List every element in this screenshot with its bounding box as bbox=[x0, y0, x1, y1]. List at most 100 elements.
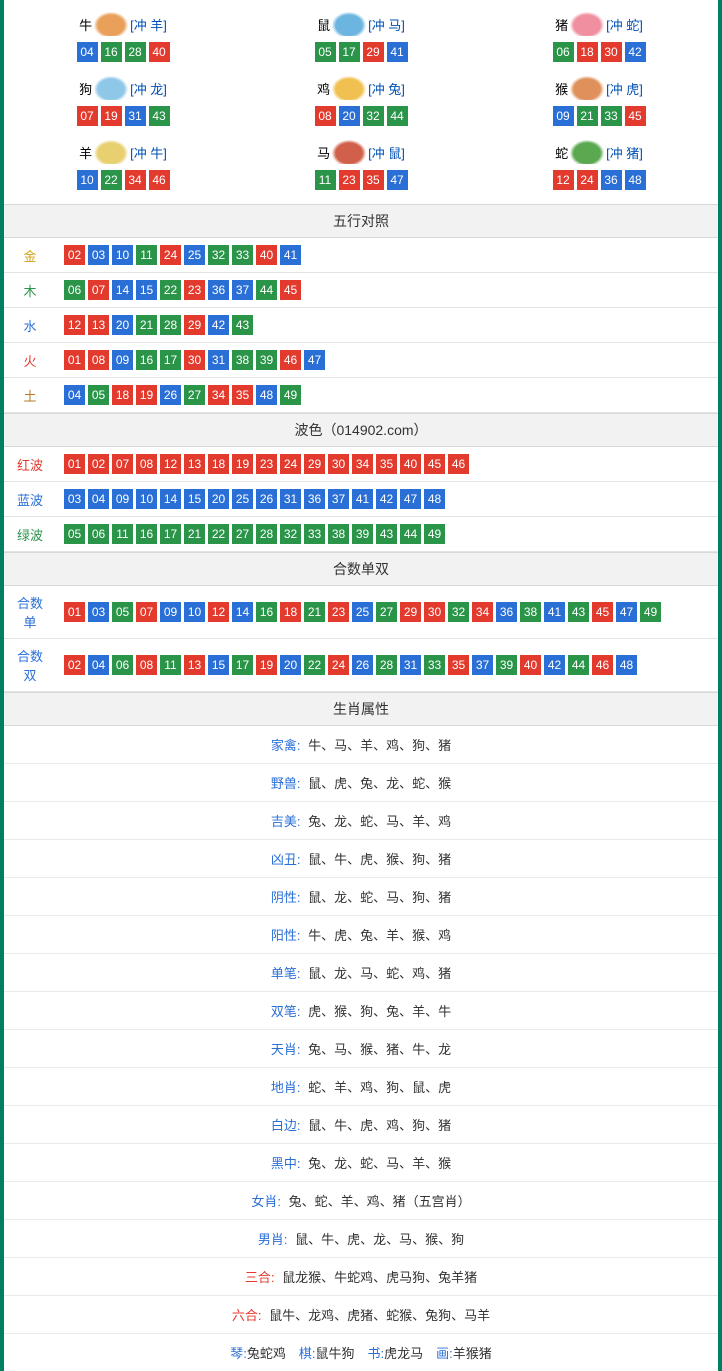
number-chip: 26 bbox=[160, 385, 181, 405]
zodiac-name: 蛇 bbox=[555, 143, 568, 162]
row-label: 火 bbox=[4, 343, 56, 378]
number-chip: 07 bbox=[136, 602, 157, 622]
number-chip: 10 bbox=[112, 245, 133, 265]
number-chip: 03 bbox=[64, 489, 85, 509]
number-chip: 20 bbox=[112, 315, 133, 335]
zodiac-clash: [冲 牛] bbox=[130, 143, 167, 162]
number-chip: 23 bbox=[328, 602, 349, 622]
number-chip: 42 bbox=[625, 42, 646, 62]
number-chip: 19 bbox=[232, 454, 253, 474]
number-chip: 37 bbox=[472, 655, 493, 675]
zodiac-header: 羊[冲 牛] bbox=[4, 138, 242, 166]
attribute-text: 兔、马、猴、猪、牛、龙 bbox=[305, 1042, 452, 1057]
number-chip: 12 bbox=[553, 170, 574, 190]
attribute-text: 鼠、虎、兔、龙、蛇、猴 bbox=[305, 776, 452, 791]
row-label: 合数双 bbox=[4, 639, 56, 692]
number-chip: 11 bbox=[136, 245, 157, 265]
number-chip: 48 bbox=[616, 655, 637, 675]
table-row: 蓝波03040910141520252631363741424748 bbox=[4, 482, 718, 517]
zodiac-cell: 牛[冲 羊]04162840 bbox=[4, 6, 242, 70]
attribute-label: 凶丑: bbox=[271, 852, 301, 867]
number-chip: 06 bbox=[553, 42, 574, 62]
number-chip: 37 bbox=[232, 280, 253, 300]
attribute-row: 阴性: 鼠、龙、蛇、马、狗、猪 bbox=[4, 878, 718, 916]
number-chip: 15 bbox=[208, 655, 229, 675]
number-chip: 38 bbox=[232, 350, 253, 370]
zodiac-numbers: 06183042 bbox=[480, 42, 718, 62]
zodiac-icon bbox=[94, 76, 128, 100]
zodiac-clash: [冲 鼠] bbox=[368, 143, 405, 162]
page-container: 牛[冲 羊]04162840鼠[冲 马]05172941猪[冲 蛇]061830… bbox=[0, 0, 722, 1371]
zodiac-name: 狗 bbox=[79, 79, 92, 98]
number-chip: 08 bbox=[136, 454, 157, 474]
zodiac-clash: [冲 羊] bbox=[130, 15, 167, 34]
number-chip: 26 bbox=[352, 655, 373, 675]
zodiac-cell: 马[冲 鼠]11233547 bbox=[242, 134, 480, 198]
row-numbers: 06071415222336374445 bbox=[56, 273, 718, 308]
number-chip: 34 bbox=[208, 385, 229, 405]
number-chip: 21 bbox=[577, 106, 598, 126]
attribute-row: 阳性: 牛、虎、兔、羊、猴、鸡 bbox=[4, 916, 718, 954]
number-chip: 31 bbox=[280, 489, 301, 509]
number-chip: 46 bbox=[592, 655, 613, 675]
attribute-label: 男肖: bbox=[258, 1232, 288, 1247]
number-chip: 17 bbox=[160, 350, 181, 370]
number-chip: 27 bbox=[184, 385, 205, 405]
attribute-text: 鼠、龙、马、蛇、鸡、猪 bbox=[305, 966, 452, 981]
number-chip: 16 bbox=[136, 524, 157, 544]
number-chip: 47 bbox=[616, 602, 637, 622]
number-chip: 02 bbox=[64, 245, 85, 265]
zodiac-cell: 狗[冲 龙]07193143 bbox=[4, 70, 242, 134]
number-chip: 27 bbox=[376, 602, 397, 622]
number-chip: 22 bbox=[208, 524, 229, 544]
zodiac-name: 鼠 bbox=[317, 15, 330, 34]
footer-value: 鼠牛狗 bbox=[315, 1346, 367, 1361]
number-chip: 20 bbox=[208, 489, 229, 509]
attribute-label: 双笔: bbox=[271, 1004, 301, 1019]
attribute-rows: 家禽: 牛、马、羊、鸡、狗、猪野兽: 鼠、虎、兔、龙、蛇、猴吉美: 兔、龙、蛇、… bbox=[4, 726, 718, 1334]
zodiac-icon bbox=[332, 12, 366, 36]
number-chip: 32 bbox=[280, 524, 301, 544]
number-chip: 13 bbox=[184, 655, 205, 675]
number-chip: 20 bbox=[280, 655, 301, 675]
number-chip: 41 bbox=[280, 245, 301, 265]
number-chip: 22 bbox=[160, 280, 181, 300]
number-chip: 33 bbox=[601, 106, 622, 126]
zodiac-header: 马[冲 鼠] bbox=[242, 138, 480, 166]
number-chip: 39 bbox=[352, 524, 373, 544]
zodiac-icon bbox=[94, 12, 128, 36]
number-chip: 33 bbox=[232, 245, 253, 265]
number-chip: 09 bbox=[160, 602, 181, 622]
row-label: 蓝波 bbox=[4, 482, 56, 517]
number-chip: 29 bbox=[363, 42, 384, 62]
number-chip: 30 bbox=[328, 454, 349, 474]
row-numbers: 02031011242532334041 bbox=[56, 238, 718, 273]
number-chip: 47 bbox=[400, 489, 421, 509]
zodiac-clash: [冲 蛇] bbox=[606, 15, 643, 34]
attribute-text: 鼠、牛、虎、龙、马、猴、狗 bbox=[292, 1232, 465, 1247]
zodiac-icon bbox=[94, 140, 128, 164]
footer-label: 画: bbox=[436, 1346, 453, 1361]
zodiac-clash: [冲 兔] bbox=[368, 79, 405, 98]
number-chip: 41 bbox=[387, 42, 408, 62]
row-label: 木 bbox=[4, 273, 56, 308]
number-chip: 19 bbox=[136, 385, 157, 405]
number-chip: 11 bbox=[112, 524, 133, 544]
number-chip: 36 bbox=[496, 602, 517, 622]
number-chip: 34 bbox=[352, 454, 373, 474]
number-chip: 33 bbox=[304, 524, 325, 544]
attribute-text: 兔、龙、蛇、马、羊、鸡 bbox=[305, 814, 452, 829]
attribute-label: 天肖: bbox=[271, 1042, 301, 1057]
attribute-text: 兔、龙、蛇、马、羊、猴 bbox=[305, 1156, 452, 1171]
number-chip: 12 bbox=[160, 454, 181, 474]
section-header-wuxing: 五行对照 bbox=[4, 204, 718, 238]
footer-label: 琴: bbox=[230, 1346, 247, 1361]
number-chip: 44 bbox=[256, 280, 277, 300]
attribute-text: 蛇、羊、鸡、狗、鼠、虎 bbox=[305, 1080, 452, 1095]
number-chip: 29 bbox=[304, 454, 325, 474]
zodiac-header: 鸡[冲 兔] bbox=[242, 74, 480, 102]
number-chip: 17 bbox=[339, 42, 360, 62]
number-chip: 32 bbox=[208, 245, 229, 265]
number-chip: 24 bbox=[280, 454, 301, 474]
footer-value: 羊猴猪 bbox=[453, 1346, 492, 1361]
